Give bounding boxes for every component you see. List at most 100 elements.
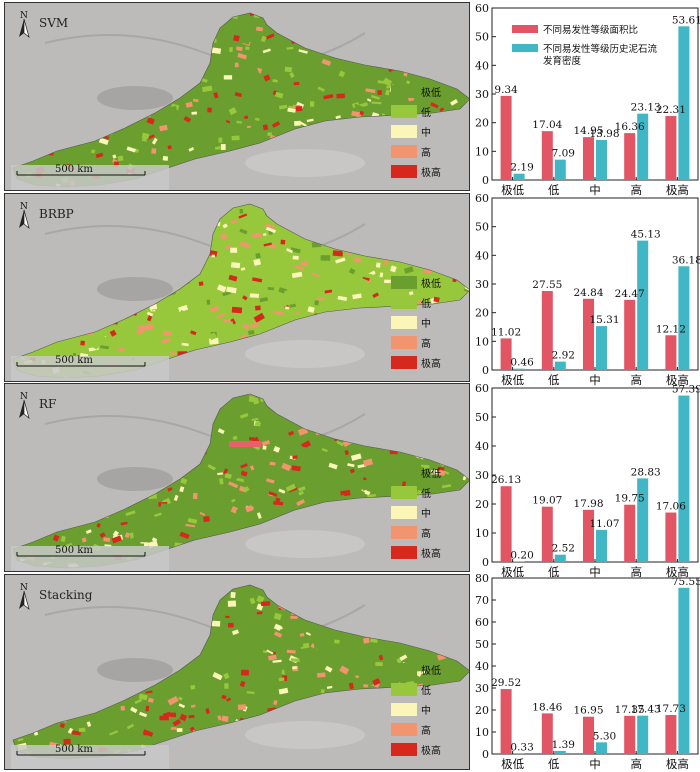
- data-label: 18.46: [532, 701, 562, 713]
- data-label: 19.75: [615, 493, 645, 505]
- y-tick-label: 30: [475, 88, 489, 101]
- data-label: 23.13: [631, 102, 661, 114]
- legend-label: 中: [421, 317, 431, 330]
- scale-bar: 500 km: [11, 164, 169, 190]
- bar-density: [678, 266, 690, 370]
- bar-charts: 0 10 20 30 40 50 60 9.34 2.19 极低 17.04 7.09 低 14.9513…: [475, 2, 700, 771]
- y-tick-label: 50: [475, 221, 489, 234]
- model-label: RF: [39, 397, 56, 411]
- legend-label: 低: [421, 297, 431, 310]
- legend-label: 低: [421, 487, 431, 500]
- data-label: 12.12: [656, 323, 686, 335]
- lake-shape: [97, 86, 173, 110]
- bar-density: [554, 750, 566, 754]
- bar-density: [596, 139, 607, 180]
- legend-swatch: [391, 85, 417, 98]
- legend-label: 极高: [421, 744, 441, 757]
- legend-swatch: [391, 486, 417, 499]
- highlight-marker: [229, 441, 261, 447]
- bar-area: [541, 713, 553, 754]
- scale-bar: 500 km: [11, 744, 169, 769]
- data-label: 16.36: [615, 121, 645, 133]
- y-tick-label: 30: [475, 278, 489, 291]
- y-tick-label: 0: [482, 748, 489, 761]
- y-tick-label: 40: [475, 249, 489, 262]
- legend-swatch: [391, 276, 417, 289]
- north-arrow-icon: N: [19, 11, 30, 38]
- bar-area: [500, 338, 512, 370]
- x-tick-label: 低: [548, 757, 560, 771]
- legend-label: 高: [421, 146, 431, 159]
- y-tick-label: 10: [475, 726, 489, 739]
- data-label: 19.07: [532, 495, 562, 507]
- legend-label: 高: [421, 527, 431, 540]
- data-label: 26.13: [491, 474, 521, 486]
- scale-bar: 500 km: [11, 355, 169, 381]
- data-label: 7.09: [552, 148, 575, 160]
- data-label: 9.34: [494, 84, 518, 96]
- data-label: 28.83: [631, 466, 661, 478]
- y-tick-label: 10: [475, 335, 489, 348]
- y-tick-label: 0: [482, 556, 489, 569]
- bar-chart-2: 0 10 20 30 40 50 60 11.02 0.46 极低 27.55 2.92 低 24.84 1…: [475, 192, 700, 387]
- x-tick-label: 极低: [501, 373, 524, 387]
- data-label: 53.61: [672, 14, 700, 26]
- legend-label-area: 不同易发性等级面积比: [543, 24, 638, 36]
- x-tick-label: 极低: [501, 565, 524, 579]
- legend-swatch: [391, 526, 417, 539]
- legend-swatch-density: [512, 44, 538, 52]
- legend-label: 中: [421, 126, 431, 139]
- data-label: 17.98: [573, 498, 603, 510]
- bar-area: [541, 291, 553, 370]
- data-label: 0.20: [510, 549, 533, 561]
- bar-density: [637, 715, 649, 754]
- y-tick-label: 60: [475, 192, 489, 205]
- y-tick-label: 50: [475, 411, 489, 424]
- legend-swatch: [391, 356, 417, 369]
- legend-swatch: [391, 723, 417, 736]
- legend-label: 中: [421, 704, 431, 717]
- data-label: 16.95: [573, 705, 603, 717]
- legend-label: 高: [421, 337, 431, 350]
- north-label: N: [20, 392, 28, 402]
- y-tick-label: 50: [475, 638, 489, 651]
- legend-swatch: [391, 466, 417, 479]
- x-tick-label: 极高: [666, 565, 689, 579]
- x-tick-label: 高: [630, 183, 642, 197]
- x-tick-label: 高: [630, 373, 642, 387]
- bar-density: [596, 742, 607, 754]
- data-label: 13.98: [589, 128, 619, 140]
- data-label: 1.39: [552, 739, 575, 751]
- north-arrow-icon: N: [19, 392, 30, 419]
- data-label: 2.92: [552, 350, 575, 362]
- bar-density: [554, 361, 566, 370]
- data-label: 17.06: [656, 501, 686, 513]
- bar-area: [541, 131, 553, 180]
- scale-label: 500 km: [55, 744, 93, 755]
- x-tick-label: 中: [589, 757, 601, 771]
- legend-swatch: [391, 316, 417, 329]
- y-tick-label: 50: [475, 31, 489, 44]
- y-tick-label: 40: [475, 440, 489, 453]
- data-label: 2.52: [552, 543, 575, 555]
- x-tick-label: 极低: [501, 757, 524, 771]
- data-label: 36.18: [672, 254, 700, 266]
- data-label: 11.07: [589, 518, 619, 530]
- lake-shape: [97, 277, 173, 301]
- model-label: Stacking: [39, 588, 93, 602]
- bar-density: [513, 368, 525, 370]
- y-tick-label: 10: [475, 527, 489, 540]
- legend-label: 极低: [421, 664, 441, 677]
- legend-label: 中: [421, 507, 431, 520]
- bar-density: [678, 395, 690, 562]
- bar-density: [596, 529, 607, 562]
- legend-swatch: [391, 165, 417, 178]
- lake-shape: [97, 658, 173, 682]
- bar-area: [583, 298, 594, 370]
- bar-density: [596, 326, 607, 370]
- legend-label-density-2: 发育密度: [543, 55, 582, 67]
- legend-swatch: [391, 125, 417, 138]
